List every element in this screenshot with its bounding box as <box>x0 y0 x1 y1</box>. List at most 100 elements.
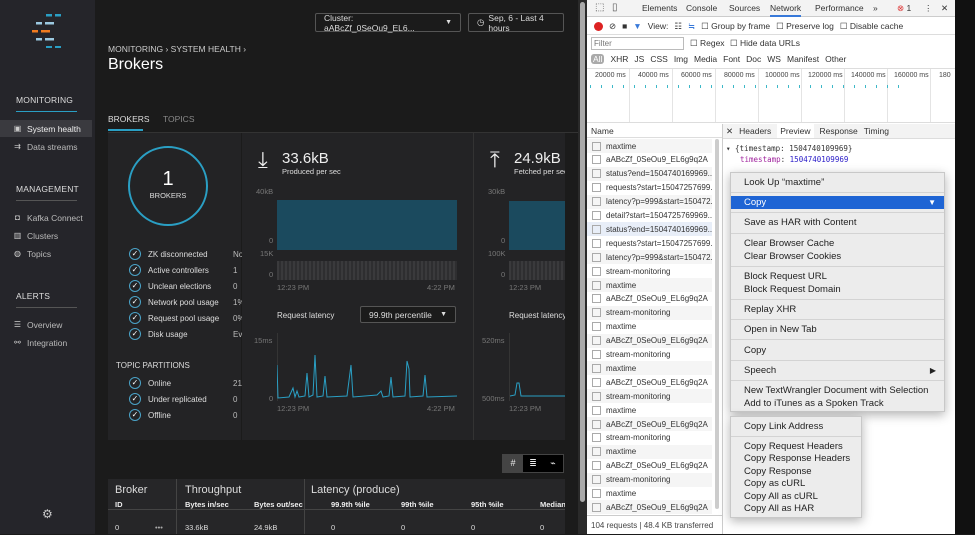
time-range-button[interactable]: ◷ Sep, 6 - Last 4 hours <box>468 13 564 33</box>
more-tabs-button[interactable]: » <box>873 3 878 13</box>
menu-copy-curl[interactable]: Copy as cURL <box>744 478 806 489</box>
bar-list-icon[interactable]: ≣ <box>523 455 543 472</box>
menu-clear-cookies[interactable]: Clear Browser Cookies <box>744 251 842 262</box>
more-actions-icon[interactable]: ••• <box>155 523 163 532</box>
type-media[interactable]: Media <box>693 54 718 64</box>
type-all[interactable]: All <box>591 54 605 64</box>
request-row[interactable]: stream-monitoring <box>587 348 712 362</box>
type-font[interactable]: Font <box>723 54 741 64</box>
close-detail-icon[interactable]: ✕ <box>726 125 734 136</box>
tab-timing[interactable]: Timing <box>863 126 889 136</box>
request-row[interactable]: stream-monitoring <box>587 264 712 278</box>
column-header[interactable]: Bytes in/sec <box>185 500 229 509</box>
sidebar-item-clusters[interactable]: ▥ Clusters <box>0 227 92 244</box>
request-row[interactable]: status?end=1504740169969... <box>587 166 712 181</box>
regex-checkbox[interactable]: ☐ Regex <box>690 38 725 48</box>
request-row[interactable]: aABcZf_0SeOu9_EL6g9q2A <box>587 500 712 515</box>
tab-brokers[interactable]: BROKERS <box>108 114 150 124</box>
disable-cache-checkbox[interactable]: ☐ Disable cache <box>839 20 904 31</box>
request-row[interactable]: status?end=1504740169969... <box>587 222 712 237</box>
menu-save-har[interactable]: Save as HAR with Content <box>744 217 857 228</box>
request-row[interactable]: maxtime <box>587 139 712 153</box>
column-header[interactable]: Median <box>540 500 565 509</box>
column-header[interactable]: ID <box>115 500 123 509</box>
column-header[interactable]: Bytes out/sec <box>254 500 303 509</box>
type-js[interactable]: JS <box>634 54 645 64</box>
type-ws[interactable]: WS <box>767 54 781 64</box>
tab-topics[interactable]: TOPICS <box>163 114 195 124</box>
inspect-icon[interactable]: ⬚ <box>595 2 605 13</box>
request-row[interactable]: stream-monitoring <box>587 305 712 320</box>
sidebar-item-topics[interactable]: ◍ Topics <box>0 245 92 262</box>
filter-input[interactable] <box>591 37 684 50</box>
sidebar-item-data-streams[interactable]: ⇉ Data streams <box>0 138 92 155</box>
tab-console[interactable]: Console <box>686 3 718 13</box>
menu-look-up[interactable]: Look Up “maxtime” <box>744 177 825 188</box>
request-row[interactable]: aABcZf_0SeOu9_EL6g9q2A <box>587 417 712 431</box>
type-xhr[interactable]: XHR <box>610 54 629 64</box>
group-by-frame-checkbox[interactable]: ☐ Group by frame <box>701 20 771 31</box>
request-row[interactable]: latency?p=999&start=150472... <box>587 250 712 265</box>
request-row[interactable]: maxtime <box>587 444 712 459</box>
error-badge[interactable]: ⊗ 1 <box>897 0 911 17</box>
request-list-scrollbar[interactable] <box>715 139 719 509</box>
tab-performance[interactable]: Performance <box>815 3 864 13</box>
grid-icon[interactable]: # <box>503 455 523 472</box>
menu-copy-response-headers[interactable]: Copy Response Headers <box>744 453 851 464</box>
request-row[interactable]: maxtime <box>587 487 712 501</box>
request-row[interactable]: stream-monitoring <box>587 472 712 487</box>
column-header[interactable]: 99.9th %ile <box>331 500 370 509</box>
menu-copy-all-curl[interactable]: Copy All as cURL <box>744 491 818 502</box>
request-row[interactable]: aABcZf_0SeOu9_EL6g9q2A <box>587 333 712 348</box>
menu-block-domain[interactable]: Block Request Domain <box>744 284 841 295</box>
record-icon[interactable] <box>594 21 603 31</box>
name-column-header[interactable]: Name <box>587 124 722 138</box>
percentile-select[interactable]: 99.9th percentile ▼ <box>360 306 456 323</box>
menu-replay-xhr[interactable]: Replay XHR <box>744 304 797 315</box>
filter-icon[interactable]: ▼ <box>633 21 642 31</box>
main-scrollbar[interactable] <box>578 0 587 534</box>
tab-response[interactable]: Response <box>819 126 858 136</box>
breadcrumb-monitoring[interactable]: MONITORING <box>108 44 164 54</box>
request-row[interactable]: maxtime <box>587 361 712 376</box>
type-css[interactable]: CSS <box>650 54 668 64</box>
tab-sources[interactable]: Sources <box>729 3 761 13</box>
menu-clear-cache[interactable]: Clear Browser Cache <box>744 238 835 249</box>
request-row[interactable]: latency?p=999&start=150472... <box>587 194 712 209</box>
request-row[interactable]: aABcZf_0SeOu9_EL6g9q2A <box>587 459 712 473</box>
request-row[interactable]: requests?start=15047257699... <box>587 181 712 195</box>
device-toggle-icon[interactable]: ▯ <box>612 2 618 13</box>
settings-gear-icon[interactable]: ⚙ <box>42 507 53 521</box>
preserve-log-checkbox[interactable]: ☐ Preserve log <box>776 20 834 31</box>
menu-textwrangler[interactable]: New TextWrangler Document with Selection <box>744 385 929 396</box>
line-chart-icon[interactable]: ⌁ <box>543 455 563 472</box>
request-row[interactable]: stream-monitoring <box>587 389 712 404</box>
request-row[interactable]: maxtime <box>587 320 712 334</box>
column-header[interactable]: 99th %ile <box>401 500 434 509</box>
menu-copy-link[interactable]: Copy Link Address <box>744 421 824 432</box>
request-row[interactable]: aABcZf_0SeOu9_EL6g9q2A <box>587 375 712 389</box>
cluster-select[interactable]: Cluster: aABcZf_0SeOu9_EL6... ▼ <box>315 13 461 33</box>
camera-icon[interactable]: ■ <box>622 21 628 31</box>
menu-kebab-icon[interactable]: ⋮ <box>924 3 933 13</box>
request-row[interactable]: maxtime <box>587 278 712 292</box>
menu-open-new-tab[interactable]: Open in New Tab <box>744 324 817 335</box>
type-other[interactable]: Other <box>825 54 847 64</box>
request-row[interactable]: aABcZf_0SeOu9_EL6g9q2A <box>587 292 712 306</box>
sidebar-item-integration[interactable]: ⚯ Integration <box>0 334 92 351</box>
sidebar-item-overview[interactable]: ☰ Overview <box>0 316 92 333</box>
type-img[interactable]: Img <box>673 54 688 64</box>
menu-copy-response[interactable]: Copy Response <box>744 466 812 477</box>
scrollbar-thumb[interactable] <box>580 2 585 502</box>
menu-itunes[interactable]: Add to iTunes as a Spoken Track <box>744 398 884 409</box>
sidebar-item-kafka-connect[interactable]: ◘ Kafka Connect <box>0 209 92 226</box>
request-row[interactable]: aABcZf_0SeOu9_EL6g9q2A <box>587 153 712 167</box>
preview-object[interactable]: ▾ {timestamp: 1504740109969} <box>726 144 853 153</box>
menu-block-url[interactable]: Block Request URL <box>744 271 827 282</box>
request-row[interactable]: requests?start=15047257699... <box>587 236 712 250</box>
menu-copy-all-har[interactable]: Copy All as HAR <box>744 503 815 514</box>
type-doc[interactable]: Doc <box>746 54 762 64</box>
sidebar-item-system-health[interactable]: ▣ System health <box>0 120 92 137</box>
tab-preview[interactable]: Preview <box>777 124 814 138</box>
menu-copy-request-headers[interactable]: Copy Request Headers <box>744 441 843 452</box>
